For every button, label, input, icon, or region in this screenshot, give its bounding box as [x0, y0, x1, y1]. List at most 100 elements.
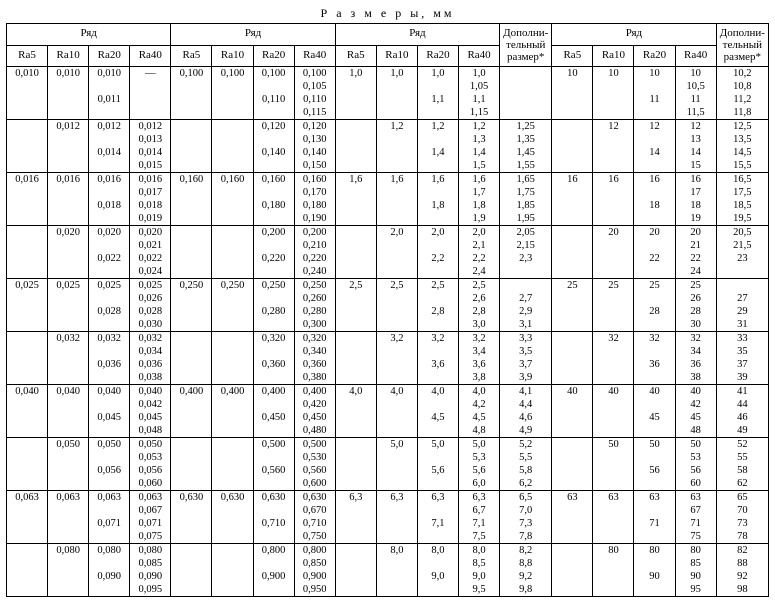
- data-cell: 63: [593, 491, 634, 544]
- cell-value: [377, 451, 417, 464]
- data-cell: 0,080: [48, 544, 89, 597]
- cell-value: [212, 106, 252, 119]
- cell-value: [48, 451, 88, 464]
- cell-value: [254, 265, 294, 278]
- data-cell: 63: [552, 491, 593, 544]
- cell-value: 2,1: [459, 239, 499, 252]
- data-cell: 50: [593, 438, 634, 491]
- cell-value: 0,025: [48, 279, 88, 292]
- data-cell: 3,23,43,63,8: [459, 332, 500, 385]
- cell-value: [7, 371, 47, 384]
- cell-value: 0,100: [295, 67, 335, 80]
- cell-value: [171, 80, 211, 93]
- hdr-ra20: Ra20: [417, 45, 458, 67]
- cell-value: 2,7: [500, 292, 551, 305]
- cell-value: 0,016: [130, 173, 170, 186]
- cell-value: [418, 212, 458, 225]
- cell-value: 7,1: [418, 517, 458, 530]
- cell-value: [593, 292, 633, 305]
- cell-value: [254, 371, 294, 384]
- cell-value: 14: [676, 146, 716, 159]
- data-cell: 0,1000,110: [253, 67, 294, 120]
- cell-value: [552, 398, 592, 411]
- cell-value: 1,2: [459, 120, 499, 133]
- data-cell: 0,012: [48, 120, 89, 173]
- cell-value: 2,8: [418, 305, 458, 318]
- cell-value: [48, 186, 88, 199]
- cell-value: 0,090: [130, 570, 170, 583]
- data-cell: 80: [593, 544, 634, 597]
- cell-value: [171, 451, 211, 464]
- cell-value: —: [130, 67, 170, 80]
- cell-value: 10,2: [717, 67, 768, 80]
- cell-value: 0,022: [89, 252, 129, 265]
- cell-value: [634, 80, 674, 93]
- cell-value: 0,024: [130, 265, 170, 278]
- data-cell: 25262830: [675, 279, 716, 332]
- cell-value: [593, 358, 633, 371]
- cell-value: [171, 371, 211, 384]
- data-cell: 0,1200,140: [253, 120, 294, 173]
- cell-value: [89, 557, 129, 570]
- cell-value: 0,450: [254, 411, 294, 424]
- page-title: Р а з м е р ы, мм: [6, 6, 769, 21]
- data-cell: 20: [593, 226, 634, 279]
- cell-value: [254, 345, 294, 358]
- hdr-group-1: Ряд: [7, 24, 171, 46]
- cell-value: 8,5: [459, 557, 499, 570]
- data-cell: 3,33,53,73,9: [500, 332, 552, 385]
- cell-value: 15: [676, 159, 716, 172]
- data-cell: 0,016: [7, 173, 48, 226]
- cell-value: 71: [676, 517, 716, 530]
- hdr-ra5: Ra5: [7, 45, 48, 67]
- cell-value: 0,012: [130, 120, 170, 133]
- cell-value: 2,05: [500, 226, 551, 239]
- cell-value: 0,026: [130, 292, 170, 305]
- cell-value: 0,420: [295, 398, 335, 411]
- cell-value: 0,220: [254, 252, 294, 265]
- cell-value: [48, 557, 88, 570]
- cell-value: [552, 424, 592, 437]
- cell-value: [212, 226, 252, 239]
- cell-value: 5,0: [377, 438, 417, 451]
- cell-value: 0,210: [295, 239, 335, 252]
- cell-value: [593, 411, 633, 424]
- cell-value: 1,5: [459, 159, 499, 172]
- data-cell: 2022: [634, 226, 675, 279]
- cell-value: [418, 186, 458, 199]
- cell-value: [89, 530, 129, 543]
- cell-value: [48, 212, 88, 225]
- data-cell: 0,0320,0340,0360,038: [130, 332, 171, 385]
- cell-value: 90: [634, 570, 674, 583]
- cell-value: 90: [676, 570, 716, 583]
- data-cell: 4,0: [376, 385, 417, 438]
- cell-value: 1,1: [459, 93, 499, 106]
- data-cell: 0,0120,0130,0140,015: [130, 120, 171, 173]
- cell-value: 8,0: [377, 544, 417, 557]
- cell-value: 2,4: [459, 265, 499, 278]
- data-cell: 0,3200,360: [253, 332, 294, 385]
- cell-value: 63: [676, 491, 716, 504]
- data-cell: [212, 226, 253, 279]
- cell-value: 1,15: [459, 106, 499, 119]
- cell-value: 15,5: [717, 159, 768, 172]
- cell-value: [552, 530, 592, 543]
- cell-value: [336, 106, 376, 119]
- cell-value: [377, 358, 417, 371]
- cell-value: 62: [717, 477, 768, 490]
- data-cell: 0,2000,220: [253, 226, 294, 279]
- cell-value: 0,850: [295, 557, 335, 570]
- cell-value: [593, 93, 633, 106]
- cell-value: 1,8: [459, 199, 499, 212]
- data-cell: 40: [593, 385, 634, 438]
- cell-value: [7, 120, 47, 133]
- cell-value: [377, 477, 417, 490]
- data-cell: 12,513,514,515,5: [716, 120, 768, 173]
- cell-value: [552, 371, 592, 384]
- cell-value: 1,85: [500, 199, 551, 212]
- data-cell: [171, 544, 212, 597]
- cell-value: 49: [717, 424, 768, 437]
- data-cell: 40: [552, 385, 593, 438]
- cell-value: [171, 398, 211, 411]
- cell-value: 38: [676, 371, 716, 384]
